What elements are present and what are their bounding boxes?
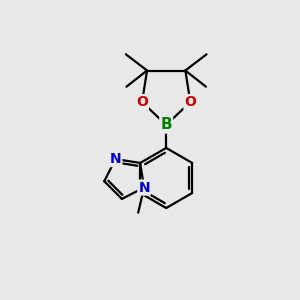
Text: B: B [160,118,172,133]
Text: O: O [184,95,196,109]
Text: N: N [138,181,150,195]
Text: O: O [136,95,148,109]
Text: N: N [110,152,122,166]
